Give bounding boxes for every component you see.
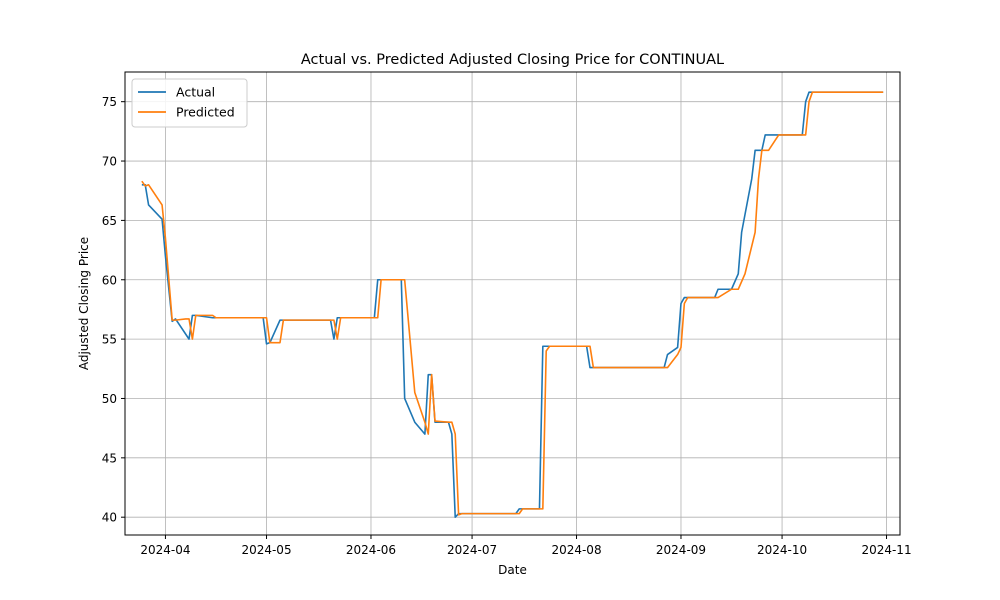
legend: Actual Predicted	[131, 78, 248, 128]
x-tick-label: 2024-05	[241, 543, 291, 557]
x-tick-label: 2024-08	[551, 543, 601, 557]
chart-title: Actual vs. Predicted Adjusted Closing Pr…	[301, 52, 724, 68]
x-tick-label: 2024-07	[447, 543, 497, 557]
series-lines	[141, 91, 884, 518]
legend-label-predicted: Predicted	[176, 105, 235, 120]
y-tick-label: 50	[102, 392, 117, 406]
y-tick-label: 75	[102, 95, 117, 109]
y-tick-label: 55	[102, 333, 117, 347]
x-tick-label: 2024-09	[656, 543, 706, 557]
y-tick-label: 65	[102, 214, 117, 228]
axis-ticks: 2024-04 2024-05 2024-06 2024-07 2024-08 2024-…	[102, 95, 912, 557]
x-axis-label: Date	[498, 563, 527, 577]
x-tick-label: 2024-10	[757, 543, 807, 557]
y-tick-label: 70	[102, 155, 117, 169]
y-axis-label: Adjusted Closing Price	[77, 237, 91, 370]
x-tick-label: 2024-04	[140, 543, 190, 557]
x-tick-label: 2024-11	[861, 543, 911, 557]
y-tick-label: 45	[102, 451, 117, 465]
legend-box	[131, 78, 248, 128]
grid	[125, 72, 900, 535]
series-line-predicted	[141, 91, 884, 516]
x-tick-label: 2024-06	[346, 543, 396, 557]
y-tick-label: 60	[102, 273, 117, 287]
y-tick-label: 40	[102, 511, 117, 525]
legend-label-actual: Actual	[176, 85, 215, 100]
plot-frame	[124, 71, 901, 536]
